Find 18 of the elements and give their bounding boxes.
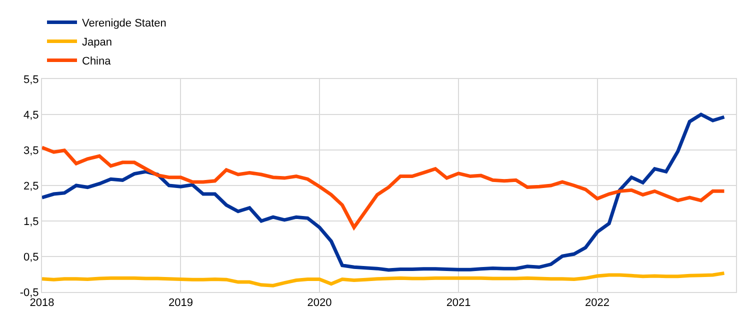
x-tick-label: 2020 bbox=[307, 297, 332, 310]
y-tick-label: 4,5 bbox=[24, 109, 39, 122]
line-series bbox=[42, 146, 726, 230]
x-tick-label: 2018 bbox=[30, 297, 54, 310]
y-tick-label: 2,5 bbox=[24, 180, 39, 192]
x-tick-label: 2019 bbox=[168, 297, 193, 310]
x-tick-label: 2021 bbox=[446, 297, 471, 310]
x-tick-label: 2022 bbox=[585, 297, 610, 310]
line-series bbox=[42, 112, 726, 272]
y-tick-label: -0,5 bbox=[20, 286, 39, 299]
legend-label: Verenigde Staten bbox=[82, 18, 166, 30]
legend-label: China bbox=[82, 56, 112, 68]
legend-label: Japan bbox=[82, 36, 112, 49]
line-series bbox=[42, 271, 726, 288]
y-tick-label: 5,5 bbox=[24, 74, 39, 86]
y-tick-label: 3,5 bbox=[24, 144, 39, 157]
y-tick-label: 1,5 bbox=[24, 216, 39, 228]
y-tick-label: 0,5 bbox=[24, 251, 39, 264]
